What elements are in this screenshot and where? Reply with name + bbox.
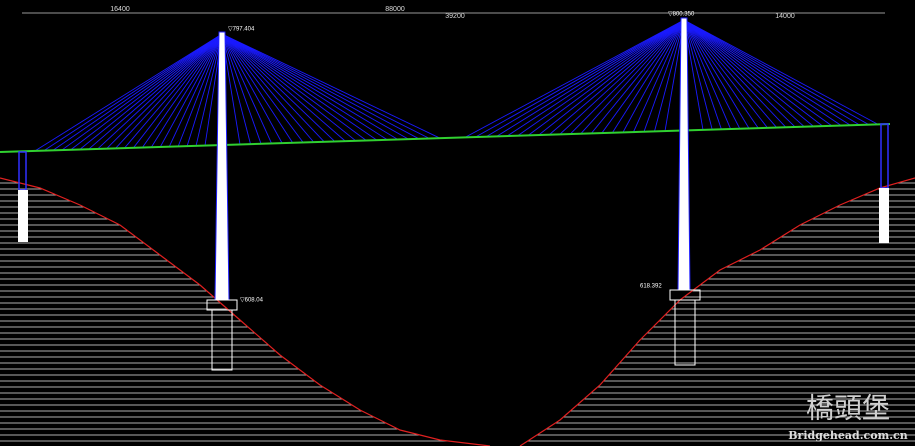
watermark-site: Bridgehead.com.cn bbox=[788, 429, 908, 442]
stay-cable bbox=[168, 33, 223, 147]
stay-cable bbox=[643, 19, 685, 132]
stay-cable bbox=[221, 33, 272, 144]
stay-cable bbox=[195, 33, 223, 146]
stay-cable bbox=[61, 33, 223, 151]
stay-cable bbox=[683, 19, 860, 126]
stay-cable bbox=[221, 33, 388, 141]
stay-cable bbox=[79, 33, 223, 150]
stay-cable bbox=[683, 19, 722, 130]
left-ground-line bbox=[0, 177, 491, 446]
stay-cable bbox=[221, 33, 346, 142]
stay-cable bbox=[517, 19, 685, 137]
stay-cable bbox=[683, 19, 879, 125]
stay-cable bbox=[150, 33, 223, 148]
stay-cable bbox=[142, 33, 223, 148]
stay-cable bbox=[683, 19, 833, 127]
stay-cable bbox=[683, 19, 759, 129]
elevation-label: 618.392 bbox=[640, 284, 662, 290]
stay-cable bbox=[683, 19, 851, 126]
bridge-deck bbox=[0, 123, 891, 153]
right-ground-hatch bbox=[520, 178, 915, 446]
stay-cable bbox=[475, 19, 685, 138]
stay-cable bbox=[622, 19, 685, 133]
stay-cable bbox=[159, 33, 223, 148]
stay-cable bbox=[683, 19, 805, 128]
left-abutment-pile bbox=[18, 190, 28, 242]
stay-cable bbox=[496, 19, 685, 137]
left-ground-hatch bbox=[0, 178, 490, 446]
stay-cable bbox=[683, 19, 870, 126]
stay-cable bbox=[683, 19, 842, 126]
elevation-label: ▽800.350 bbox=[668, 12, 695, 18]
stay-cable bbox=[52, 33, 223, 151]
stay-cable bbox=[221, 33, 409, 140]
stay-cable bbox=[580, 19, 685, 135]
stay-cable bbox=[611, 19, 685, 133]
stay-cable bbox=[221, 33, 357, 142]
stay-cable bbox=[548, 19, 685, 136]
stay-cable bbox=[115, 33, 223, 149]
stay-cable bbox=[221, 33, 336, 142]
right-piles bbox=[674, 299, 696, 366]
stay-cable bbox=[34, 33, 223, 152]
stay-cable bbox=[221, 33, 283, 144]
dimension-label: 14000 bbox=[775, 13, 795, 20]
stay-cable bbox=[683, 19, 796, 128]
elevation-label: ▽797.404 bbox=[228, 27, 255, 33]
stay-cable bbox=[559, 19, 685, 135]
stay-cable bbox=[221, 33, 304, 143]
dimension-label: 88000 bbox=[385, 6, 405, 13]
stay-cable bbox=[221, 33, 251, 145]
stay-cable bbox=[683, 19, 741, 129]
dimension-label: 16400 bbox=[110, 6, 130, 13]
stay-cable bbox=[485, 19, 685, 138]
stay-cable bbox=[221, 33, 315, 143]
stay-cable bbox=[683, 19, 713, 130]
stay-cable bbox=[97, 33, 223, 150]
stay-cables bbox=[34, 19, 879, 152]
stay-cable bbox=[43, 33, 223, 151]
stay-cable bbox=[124, 33, 223, 149]
stay-cable bbox=[186, 33, 223, 147]
stay-cable bbox=[683, 19, 787, 128]
right-abutment-pile bbox=[879, 188, 889, 243]
stay-cable bbox=[683, 19, 768, 129]
stay-cable bbox=[683, 19, 750, 129]
stay-cable bbox=[683, 19, 732, 130]
stay-cable bbox=[221, 33, 441, 139]
stay-cable bbox=[221, 33, 262, 144]
stay-cable bbox=[133, 33, 223, 149]
stay-cable bbox=[569, 19, 685, 135]
stay-cable bbox=[590, 19, 685, 134]
stay-cable bbox=[177, 33, 223, 147]
stay-cable bbox=[106, 33, 223, 149]
stay-cable bbox=[683, 19, 814, 127]
stay-cable bbox=[683, 19, 824, 127]
stay-cable bbox=[221, 33, 399, 140]
left-piles bbox=[211, 309, 233, 371]
stay-cable bbox=[221, 33, 430, 139]
stay-cable bbox=[221, 33, 325, 143]
stay-cable bbox=[633, 19, 685, 133]
stay-cable bbox=[221, 33, 294, 144]
stay-cable bbox=[683, 19, 778, 128]
stay-cable bbox=[464, 19, 685, 138]
stay-cable bbox=[506, 19, 685, 137]
stay-cable bbox=[527, 19, 685, 136]
stay-cable bbox=[538, 19, 685, 136]
stay-cable bbox=[221, 33, 378, 141]
watermark-logo: 橋頭堡 bbox=[806, 392, 890, 425]
right-ground-line bbox=[519, 177, 915, 446]
elevation-label: ▽608.04 bbox=[240, 298, 264, 304]
dimension-label: 39200 bbox=[445, 13, 465, 20]
stay-cable bbox=[601, 19, 685, 134]
stay-cable bbox=[654, 19, 685, 132]
stay-cable bbox=[221, 33, 420, 140]
stay-cable bbox=[70, 33, 223, 151]
stay-cable bbox=[88, 33, 223, 150]
stay-cable bbox=[221, 33, 367, 141]
